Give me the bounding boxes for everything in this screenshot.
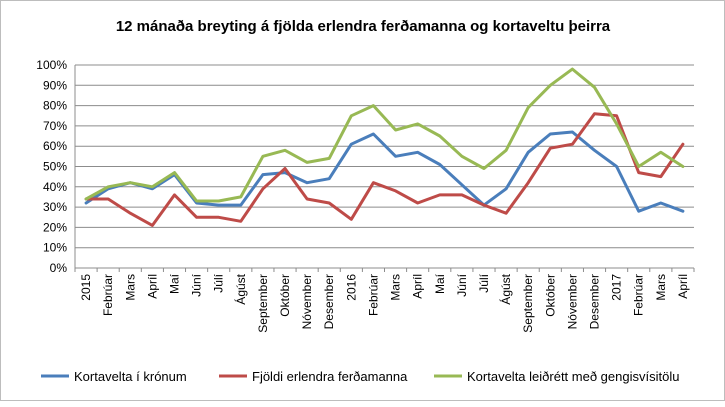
y-tick-label: 60% — [43, 139, 67, 153]
series-line-2 — [84, 112, 685, 227]
x-tick-label: Júní — [190, 273, 204, 296]
y-tick-label: 0% — [50, 261, 68, 275]
x-tick-label: 2016 — [344, 274, 358, 301]
legend-label: Kortavelta leiðrétt með gengisvísitölu — [467, 369, 679, 384]
x-tick-label: Maí — [433, 273, 447, 294]
axes — [74, 65, 695, 272]
y-tick-label: 90% — [43, 78, 67, 92]
legend-item: Kortavelta leiðrétt með gengisvísitölu — [434, 369, 679, 384]
series-line-1 — [84, 130, 685, 213]
x-tick-label: Febrúar — [366, 274, 380, 316]
x-tick-label: Júlí — [212, 273, 226, 292]
x-tick-label: Mars — [123, 274, 137, 301]
x-tick-label: Júní — [455, 273, 469, 296]
x-tick-label: 2017 — [610, 274, 624, 301]
x-tick-label: Apríl — [676, 274, 690, 299]
y-axis-tick-labels: 0% 10% 20% 30% 40% 50% 60% 70% 80% 90% 100% — [36, 58, 67, 275]
legend-item: Fjöldi erlendra ferðamanna — [219, 369, 408, 384]
y-tick-label: 20% — [43, 220, 67, 234]
x-tick-label: Febrúar — [632, 274, 646, 316]
y-tick-label: 70% — [43, 119, 67, 133]
x-axis-tick-labels: 2015 Febrúar Mars Apríl Maí Júní Júlí Ágúst Sept… — [79, 273, 690, 332]
x-tick-label: Mars — [654, 274, 668, 301]
x-tick-label: 2015 — [79, 274, 93, 301]
x-tick-label: Nóvember — [300, 274, 314, 329]
x-tick-label: Mars — [389, 274, 403, 301]
x-tick-label: Desember — [322, 274, 336, 329]
chart-title: 12 mánaða breyting á fjölda erlendra fer… — [116, 18, 611, 35]
x-tick-label: Desember — [588, 274, 602, 329]
y-tick-label: 80% — [43, 99, 67, 113]
x-tick-label: September — [521, 274, 535, 333]
x-tick-label: Apríl — [411, 274, 425, 299]
legend-label: Kortavelta í krónum — [74, 369, 187, 384]
y-tick-label: 30% — [43, 200, 67, 214]
series-lines — [84, 67, 685, 227]
x-tick-label: September — [256, 274, 270, 333]
x-tick-label: Febrúar — [101, 274, 115, 316]
x-tick-label: Maí — [167, 273, 181, 294]
x-tick-label: Október — [543, 274, 557, 317]
x-tick-label: Apríl — [145, 274, 159, 299]
x-tick-label: Nóvember — [565, 274, 579, 329]
series-line-3 — [84, 67, 685, 203]
x-tick-label: Júlí — [477, 273, 491, 292]
y-tick-label: 40% — [43, 180, 67, 194]
x-tick-label: Ágúst — [233, 273, 248, 304]
y-tick-label: 10% — [43, 241, 67, 255]
legend-item: Kortavelta í krónum — [41, 369, 187, 384]
x-tick-label: Október — [278, 274, 292, 317]
y-tick-label: 100% — [36, 58, 67, 72]
y-tick-label: 50% — [43, 160, 67, 174]
legend-label: Fjöldi erlendra ferðamanna — [252, 369, 408, 384]
legend: Kortavelta í krónum Fjöldi erlendra ferða… — [41, 369, 679, 384]
x-tick-label: Ágúst — [498, 273, 513, 304]
